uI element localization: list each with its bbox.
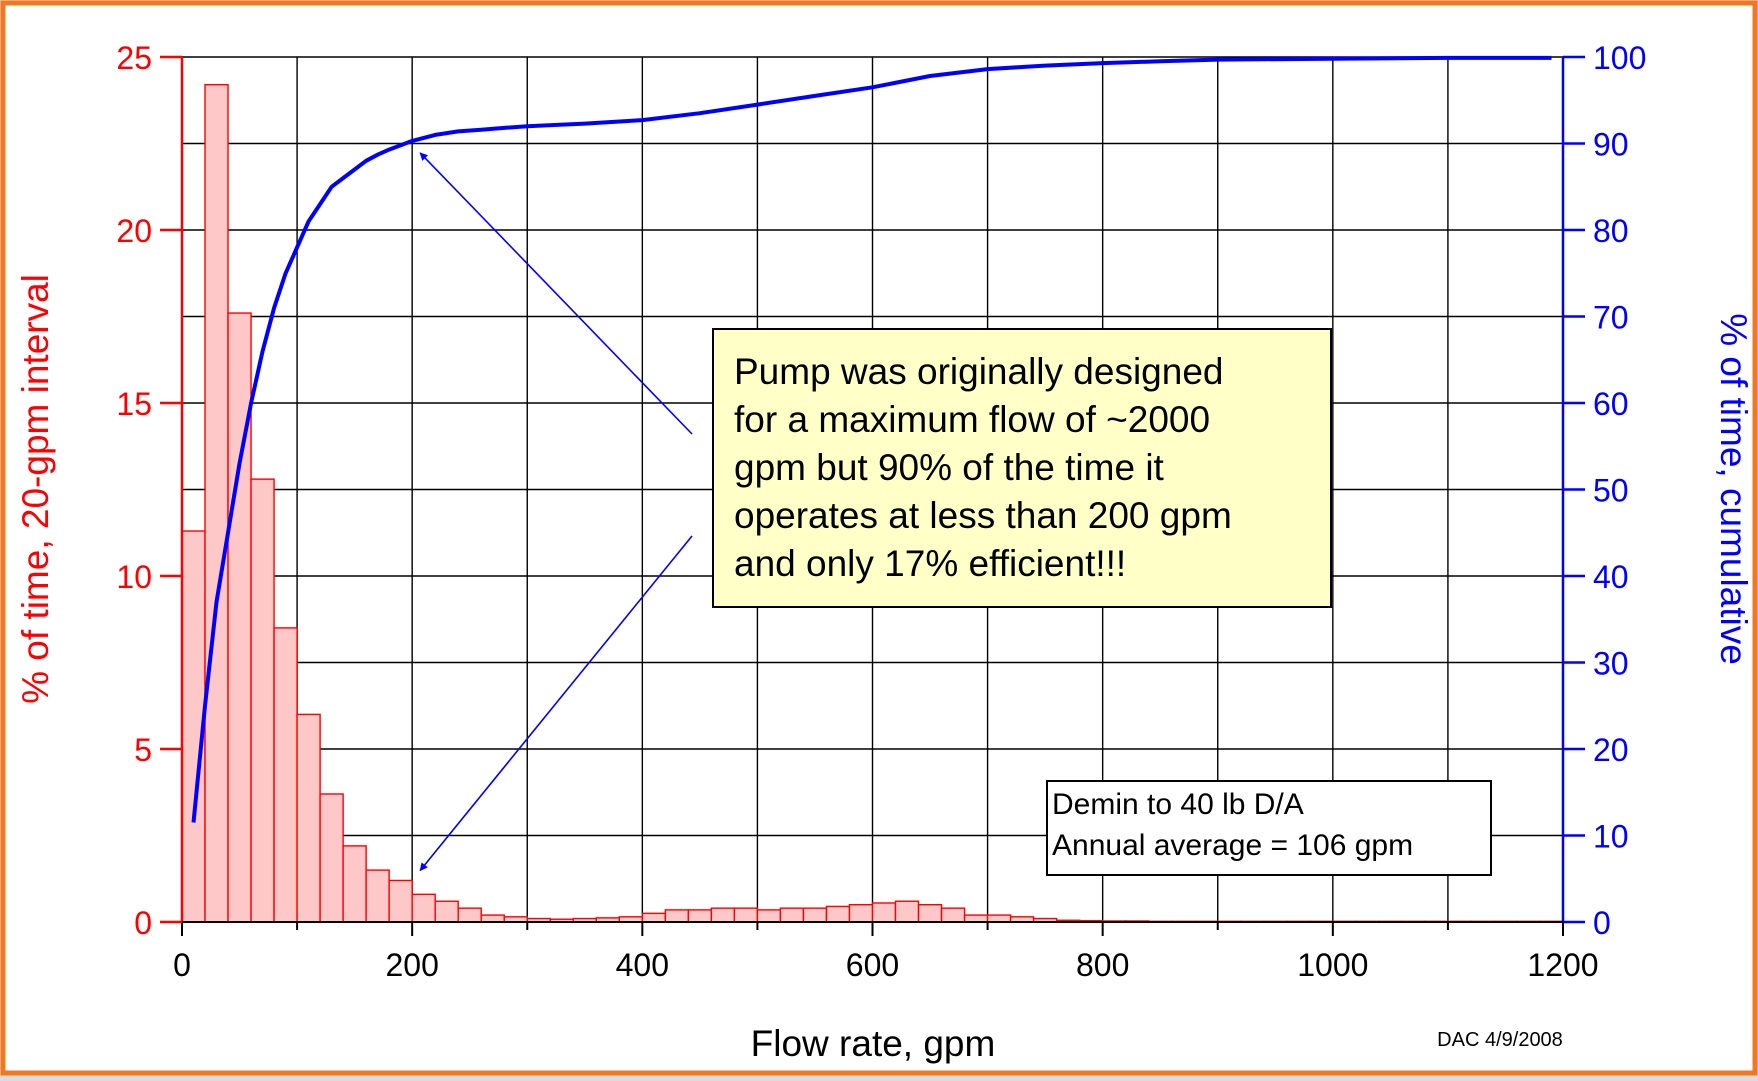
histogram-bar <box>480 914 505 923</box>
histogram-bar <box>825 905 851 923</box>
x-tick-label: 0 <box>173 947 191 983</box>
x-tick-label: 600 <box>846 947 899 983</box>
x-axis-label: Flow rate, gpm <box>751 1023 996 1064</box>
histogram-bar <box>227 312 252 923</box>
info-line: Annual average = 106 gpm <box>1052 829 1414 862</box>
left-y-tick-label: 20 <box>116 213 152 249</box>
x-tick-label: 800 <box>1076 947 1129 983</box>
right-y-tick-label: 0 <box>1593 905 1611 941</box>
histogram-bar <box>342 845 367 923</box>
right-y-tick-label: 70 <box>1593 300 1629 336</box>
info-line: Demin to 40 lb D/A <box>1052 788 1304 821</box>
right-y-tick-label: 40 <box>1593 559 1629 595</box>
x-tick-label: 400 <box>616 947 669 983</box>
histogram-bar <box>894 900 920 923</box>
callout-line: and only 17% efficient!!! <box>734 543 1127 584</box>
histogram-bar <box>940 907 966 923</box>
right-y-tick-label: 50 <box>1593 473 1629 509</box>
tick-labels: 0 200 400 600 800 1000 1200 0 5 10 15 20 25 0 10 20 30 40… <box>116 40 1646 983</box>
right-y-tick-label: 100 <box>1593 40 1646 76</box>
callout-line: for a maximum flow of ~2000 <box>734 399 1211 440</box>
arrow-to-cumulative <box>419 152 693 435</box>
x-tick-label: 1200 <box>1527 947 1598 983</box>
right-y-tick-label: 20 <box>1593 732 1629 768</box>
histogram-bar <box>411 893 436 923</box>
x-tick-label: 1000 <box>1297 947 1368 983</box>
callout-line: gpm but 90% of the time it <box>734 447 1164 488</box>
left-y-tick-label: 25 <box>116 40 152 76</box>
cumulative-line <box>191 55 1552 823</box>
histogram-bar <box>848 904 874 923</box>
histogram-bar <box>641 912 667 923</box>
histogram-bar <box>664 909 690 923</box>
left-y-axis-label: % of time, 20-gpm interval <box>15 274 56 704</box>
credit-label: DAC 4/9/2008 <box>1437 1029 1563 1051</box>
right-y-tick-label: 30 <box>1593 646 1629 682</box>
histogram-bar <box>250 478 275 923</box>
left-y-tick-label: 10 <box>116 559 152 595</box>
histogram-bar <box>457 907 482 923</box>
x-tick-label: 200 <box>385 947 438 983</box>
cumulative-series <box>191 55 1552 823</box>
histogram-bar <box>917 904 943 923</box>
right-y-tick-label: 10 <box>1593 819 1629 855</box>
callout-box: Pump was originally designed for a maxim… <box>712 328 1332 608</box>
histogram-bar <box>365 869 390 923</box>
callout-line: operates at less than 200 gpm <box>734 495 1232 536</box>
histogram-bar <box>756 909 782 923</box>
histogram-bar <box>986 914 1012 923</box>
info-box: Demin to 40 lb D/A Annual average = 106 … <box>1046 780 1492 876</box>
right-y-tick-label: 90 <box>1593 127 1629 163</box>
histogram-bar <box>733 907 759 923</box>
histogram-bar <box>687 909 713 923</box>
histogram-bar <box>871 902 897 923</box>
histogram-bar <box>273 627 298 923</box>
left-y-tick-label: 0 <box>134 905 152 941</box>
axes <box>160 55 1585 936</box>
histogram-bar <box>388 879 413 923</box>
right-y-tick-label: 60 <box>1593 386 1629 422</box>
callout-line: Pump was originally designed <box>734 351 1224 392</box>
right-y-axis-label: % of time, cumulative <box>1713 313 1754 665</box>
left-y-tick-label: 15 <box>116 386 152 422</box>
histogram-bar <box>779 907 805 923</box>
histogram-bar <box>802 907 828 923</box>
histogram-bar <box>319 793 344 923</box>
right-y-tick-label: 80 <box>1593 213 1629 249</box>
callout-arrows <box>419 152 693 872</box>
arrow-to-histogram <box>419 535 693 872</box>
histogram-bar <box>710 907 736 923</box>
histogram-bar <box>434 900 459 923</box>
histogram-bar <box>963 914 989 923</box>
histogram-bar <box>204 83 229 923</box>
histogram-bar <box>296 713 321 923</box>
left-y-tick-label: 5 <box>134 732 152 768</box>
